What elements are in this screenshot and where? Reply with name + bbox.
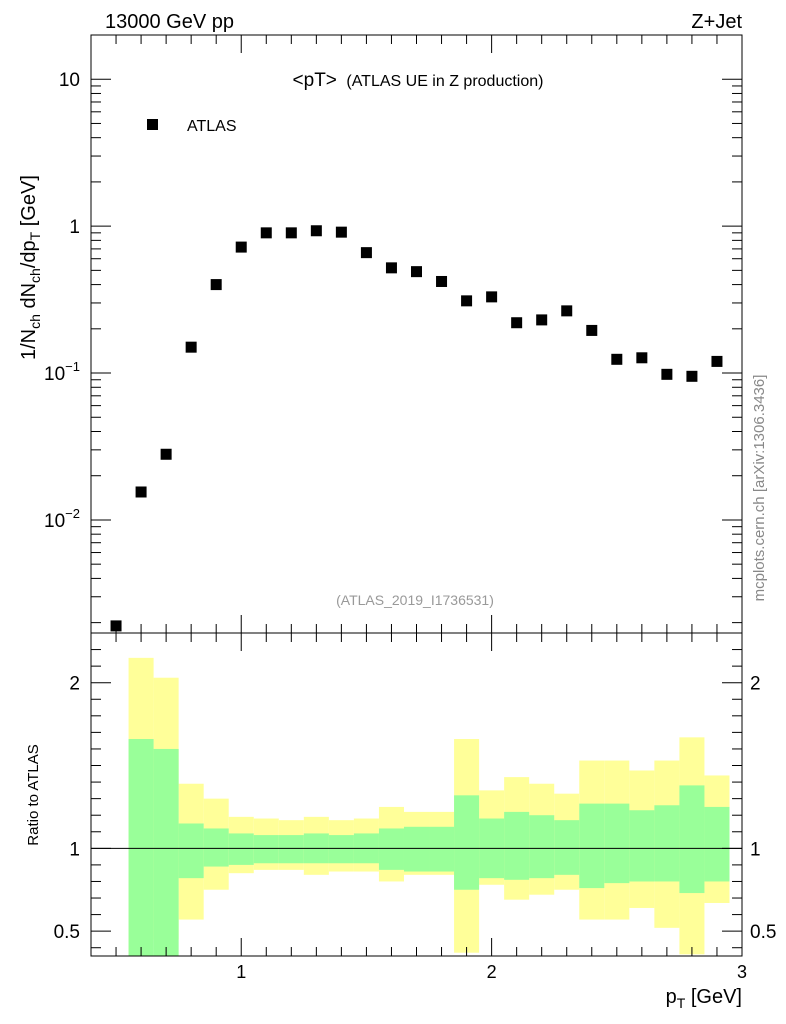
data-point: [586, 324, 598, 336]
stat-band-bin: [203, 828, 229, 867]
data-point: [385, 262, 397, 274]
data-point: [511, 317, 523, 329]
x-tick-label: 1: [236, 962, 246, 982]
stat-band-bin: [579, 803, 605, 889]
stat-band-bin: [228, 833, 254, 865]
stat-band-bin: [378, 828, 404, 870]
legend-label: ATLAS: [187, 118, 237, 135]
data-point: [686, 370, 698, 382]
data-point: [235, 241, 247, 253]
energy-label: 13000 GeV pp: [105, 11, 234, 33]
stat-band-bin: [529, 815, 555, 879]
stat-band-bin: [278, 835, 304, 864]
stat-band-bin: [178, 823, 204, 879]
stat-band-bin: [629, 810, 655, 882]
data-point: [135, 486, 147, 498]
chart-title: <pT> (ATLAS UE in Z production): [293, 70, 544, 91]
data-point: [461, 295, 473, 307]
stat-band-bin: [153, 748, 179, 956]
y-tick-label: 10−1: [44, 359, 80, 385]
y-label-sub2: ch: [27, 268, 43, 283]
data-series-atlas: [110, 225, 723, 632]
stat-band-bin: [654, 805, 680, 882]
x-tick-labels: 1 2 3: [236, 962, 747, 982]
data-point: [411, 266, 422, 278]
data-point: [260, 227, 272, 239]
y-tick-label: 10−2: [44, 506, 80, 532]
y-label-unit: [GeV]: [18, 175, 40, 232]
ratio-y-axis-label: Ratio to ATLAS: [25, 744, 42, 845]
stat-band-bin: [504, 811, 530, 880]
legend-marker: [147, 119, 158, 130]
data-point: [611, 353, 623, 365]
stat-band-bin: [128, 739, 154, 956]
data-point: [561, 305, 573, 317]
ratio-y-tick-label-right: 1: [750, 839, 761, 860]
data-point: [536, 314, 548, 326]
x-label-main: p: [666, 986, 677, 1008]
ratio-y-tick-label-left: 0.5: [54, 922, 80, 943]
data-point: [636, 352, 648, 364]
data-point: [210, 279, 222, 291]
stat-band-bin: [429, 826, 455, 872]
main-plot-ticks: [90, 34, 743, 633]
x-tick-label: 2: [487, 962, 497, 982]
chart-title-main: <pT>: [293, 70, 337, 91]
data-point: [436, 275, 448, 287]
data-point: [185, 341, 197, 353]
x-label-sub: T: [677, 995, 686, 1011]
data-point: [486, 291, 498, 303]
x-axis-label: pT [GeV]: [666, 986, 742, 1011]
data-point: [310, 225, 322, 237]
analysis-id-label: (ATLAS_2019_I1736531): [336, 592, 494, 608]
ratio-y-tick-labels: 0.5 0.5 1 1 2 2: [54, 674, 777, 943]
stat-band-bin: [554, 820, 580, 875]
y-tick-label: 10: [59, 70, 80, 91]
ratio-y-tick-label-left: 2: [69, 674, 80, 695]
ratio-y-tick-label-right: 2: [750, 674, 761, 695]
data-point: [160, 448, 172, 460]
data-point: [335, 226, 347, 238]
data-point: [711, 355, 723, 367]
ratio-plot-ticks: [90, 633, 743, 956]
ratio-y-tick-label-left: 1: [69, 839, 80, 860]
y-label-main: 1/N: [18, 329, 40, 360]
x-tick-label: 3: [737, 962, 747, 982]
stat-band-bin: [704, 806, 730, 882]
stat-band-bin: [454, 795, 480, 890]
y-label-mid2: /dp: [18, 240, 40, 268]
y-label-sub3: T: [27, 231, 43, 240]
side-source-label: mcplots.cern.ch [arXiv:1306.3436]: [751, 375, 768, 602]
data-point: [661, 368, 673, 380]
main-y-axis-label: 1/Nch dNch/dpT [GeV]: [18, 175, 43, 360]
stat-band-bin: [604, 803, 630, 884]
y-tick-label: 1: [69, 217, 80, 238]
stat-band-bin: [403, 826, 430, 872]
stat-band-bin: [253, 835, 279, 864]
data-point: [110, 620, 122, 632]
data-point: [285, 227, 297, 239]
y-label-sub1: ch: [27, 314, 43, 329]
process-label: Z+Jet: [691, 11, 742, 33]
stat-band-bin: [679, 785, 705, 894]
stat-band-bin: [328, 835, 354, 864]
y-label-mid1: dN: [18, 283, 40, 314]
x-label-unit: [GeV]: [685, 986, 742, 1008]
data-point: [360, 247, 372, 259]
ratio-y-tick-label-right: 0.5: [750, 922, 776, 943]
ratio-uncertainty-bands: [128, 657, 730, 956]
chart-title-sub: (ATLAS UE in Z production): [346, 73, 543, 90]
main-y-tick-labels: 10 1 10−1 10−2: [44, 70, 80, 532]
